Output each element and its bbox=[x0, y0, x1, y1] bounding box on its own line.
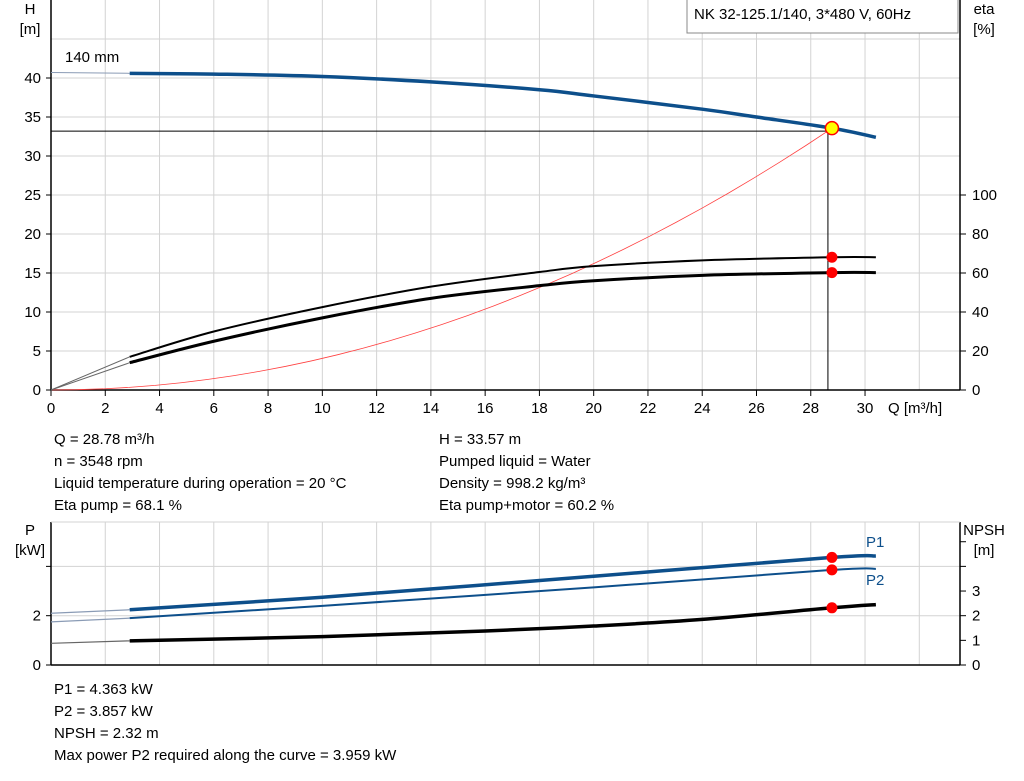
y-axis-label-right: NPSH bbox=[963, 522, 1005, 539]
chart-title: NK 32-125.1/140, 3*480 V, 60Hz bbox=[694, 6, 911, 23]
info-npsh: NPSH = 2.32 m bbox=[54, 725, 159, 742]
x-tick-label: 2 bbox=[101, 400, 109, 417]
x-axis-label: Q [m³/h] bbox=[888, 400, 942, 417]
info-eta-pump: Eta pump = 68.1 % bbox=[54, 497, 182, 514]
duty-marker-P2 bbox=[826, 564, 838, 576]
x-tick-label: 14 bbox=[423, 400, 440, 417]
duty-marker-eta-pump bbox=[826, 251, 838, 263]
duty-marker-P1 bbox=[826, 551, 838, 563]
curve-P2 bbox=[129, 567, 876, 620]
duty-marker-eta-pump-motor bbox=[826, 267, 838, 279]
curve-extension-H bbox=[50, 72, 130, 74]
info-upper-right: H = 33.57 m Pumped liquid = Water Densit… bbox=[439, 429, 614, 517]
y-tick-label-right: 20 bbox=[972, 343, 989, 360]
curve-eta_pump bbox=[129, 255, 876, 358]
info-lower: P1 = 4.363 kW P2 = 3.857 kW NPSH = 2.32 … bbox=[54, 679, 396, 767]
y-axis-unit-left: [m] bbox=[20, 21, 41, 38]
x-tick-label: 0 bbox=[47, 400, 55, 417]
x-tick-label: 28 bbox=[802, 400, 819, 417]
y-axis-unit-left: [kW] bbox=[15, 542, 45, 559]
y-tick-label-left: 0 bbox=[33, 657, 41, 674]
y-tick-label-left: 5 bbox=[33, 343, 41, 360]
info-h: H = 33.57 m bbox=[439, 431, 522, 448]
curve-P1 bbox=[129, 553, 876, 612]
x-tick-label: 22 bbox=[640, 400, 657, 417]
y-axis-label-left: P bbox=[25, 522, 35, 539]
info-temp: Liquid temperature during operation = 20… bbox=[54, 475, 347, 492]
info-p1: P1 = 4.363 kW bbox=[54, 681, 153, 698]
duty-marker-NPSH bbox=[826, 602, 838, 614]
curve-extension-eta_pump bbox=[50, 356, 130, 391]
x-tick-label: 12 bbox=[368, 400, 385, 417]
x-tick-label: 8 bbox=[264, 400, 272, 417]
y-tick-label-right: 60 bbox=[972, 265, 989, 282]
info-n: n = 3548 rpm bbox=[54, 453, 143, 470]
series-label-p1: P1 bbox=[866, 534, 884, 551]
y-tick-label-left: 10 bbox=[24, 304, 41, 321]
y-tick-label-left: 15 bbox=[24, 265, 41, 282]
info-density: Density = 998.2 kg/m³ bbox=[439, 475, 586, 492]
y-axis-unit-right: [%] bbox=[973, 21, 995, 38]
system-curve bbox=[50, 128, 833, 391]
legend-box bbox=[686, 0, 959, 34]
y-axis-label-left: H bbox=[25, 1, 36, 18]
y-tick-label-left: 0 bbox=[33, 382, 41, 399]
x-tick-label: 30 bbox=[857, 400, 874, 417]
info-p2: P2 = 3.857 kW bbox=[54, 703, 153, 720]
curve-extension-P1 bbox=[50, 609, 130, 614]
y-tick-label-left: 40 bbox=[24, 70, 41, 87]
y-tick-label-right: 3 bbox=[972, 583, 980, 600]
curve-H bbox=[129, 71, 877, 139]
curve-NPSH bbox=[129, 602, 877, 643]
series-label-p2: P2 bbox=[866, 572, 884, 589]
x-tick-label: 26 bbox=[748, 400, 765, 417]
y-tick-label-right: 2 bbox=[972, 608, 980, 625]
x-tick-label: 10 bbox=[314, 400, 331, 417]
impeller-annotation: 140 mm bbox=[65, 49, 119, 66]
y-tick-label-left: 25 bbox=[24, 187, 41, 204]
y-tick-label-left: 30 bbox=[24, 148, 41, 165]
y-axis-label-right: eta bbox=[974, 1, 996, 18]
info-upper-left: Q = 28.78 m³/h n = 3548 rpm Liquid tempe… bbox=[54, 429, 346, 517]
y-tick-label-right: 100 bbox=[972, 187, 997, 204]
y-tick-label-right: 0 bbox=[972, 382, 980, 399]
info-liquid: Pumped liquid = Water bbox=[439, 453, 591, 470]
info-q: Q = 28.78 m³/h bbox=[54, 431, 155, 448]
x-tick-label: 4 bbox=[155, 400, 163, 417]
curve-extension-eta_pump_motor bbox=[50, 362, 130, 391]
y-tick-label-left: 2 bbox=[33, 608, 41, 625]
y-axis-unit-right: [m] bbox=[974, 542, 995, 559]
info-max-p2: Max power P2 required along the curve = … bbox=[54, 747, 397, 764]
curve-extension-P2 bbox=[50, 617, 130, 623]
curve-extension-NPSH bbox=[50, 640, 130, 644]
y-tick-label-left: 35 bbox=[24, 109, 41, 126]
x-tick-label: 16 bbox=[477, 400, 494, 417]
x-tick-label: 6 bbox=[210, 400, 218, 417]
curve-eta_pump_motor bbox=[129, 270, 876, 365]
x-tick-label: 24 bbox=[694, 400, 711, 417]
y-tick-label-left: 20 bbox=[24, 226, 41, 243]
duty-point-marker bbox=[824, 120, 840, 136]
y-tick-label-right: 0 bbox=[972, 657, 980, 674]
x-tick-label: 20 bbox=[585, 400, 602, 417]
info-eta-pump-motor: Eta pump+motor = 60.2 % bbox=[439, 497, 615, 514]
y-tick-label-right: 80 bbox=[972, 226, 989, 243]
x-tick-label: 18 bbox=[531, 400, 548, 417]
y-tick-label-right: 40 bbox=[972, 304, 989, 321]
y-tick-label-right: 1 bbox=[972, 632, 980, 649]
